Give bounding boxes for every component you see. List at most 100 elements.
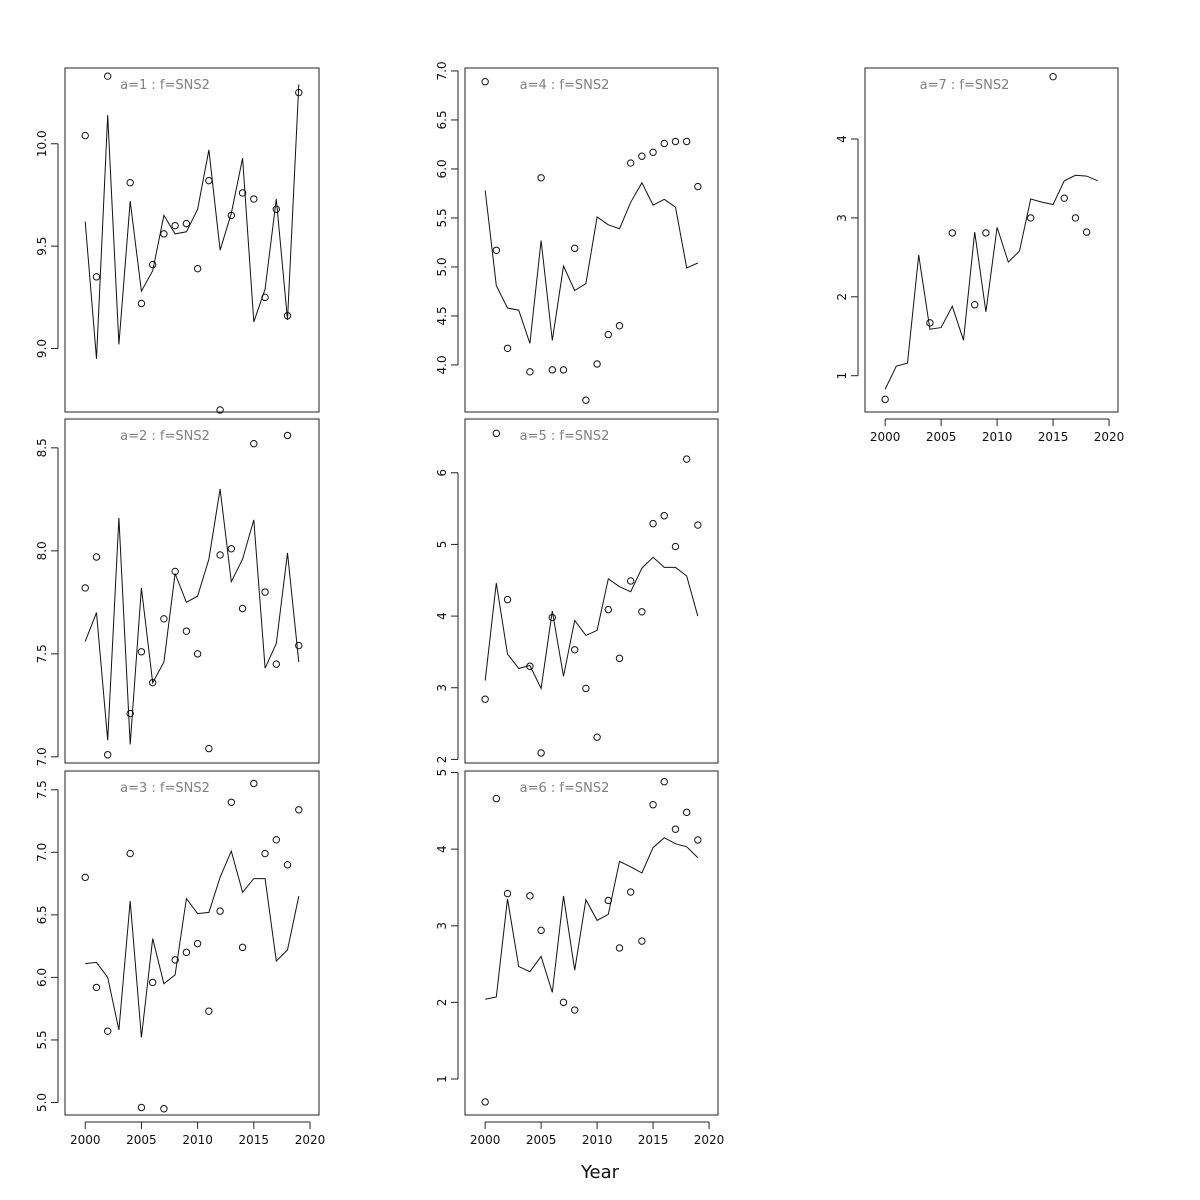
panel-frame xyxy=(64,67,320,413)
observed-point xyxy=(638,608,646,616)
observed-point xyxy=(171,956,179,964)
observed-point xyxy=(1082,228,1091,236)
y-tick-label: 7.5 xyxy=(35,780,49,799)
observed-point xyxy=(604,330,612,339)
observed-point xyxy=(160,1105,168,1113)
observed-point xyxy=(1049,72,1057,81)
observed-point xyxy=(660,778,668,786)
observed-point xyxy=(559,366,568,374)
y-tick-label: 3 xyxy=(835,214,849,222)
observed-point xyxy=(548,366,557,374)
observed-point xyxy=(503,595,512,604)
panel-frame xyxy=(464,770,719,1116)
observed-point xyxy=(682,808,691,817)
panel-title: a=2 : f=SNS2 xyxy=(120,429,210,444)
observed-point xyxy=(492,246,501,254)
x-tick-label: 2010 xyxy=(582,1133,613,1147)
x-tick-label: 2010 xyxy=(182,1133,213,1147)
observed-point xyxy=(604,605,612,614)
observed-point xyxy=(971,300,979,309)
observed-point xyxy=(81,584,89,592)
x-tick-label: 2015 xyxy=(638,1133,669,1147)
observed-point xyxy=(660,139,668,148)
fitted-line xyxy=(884,174,1098,390)
observed-point xyxy=(182,948,191,957)
observed-point xyxy=(1026,214,1035,222)
observed-point xyxy=(626,159,635,167)
observed-point xyxy=(137,1103,146,1112)
observed-point xyxy=(682,137,691,146)
observed-point xyxy=(604,896,612,905)
panel-title: a=7 : f=SNS2 xyxy=(920,78,1010,93)
observed-point xyxy=(160,615,168,623)
observed-point xyxy=(104,72,112,80)
observed-point xyxy=(283,312,292,320)
observed-point xyxy=(481,1098,489,1106)
observed-point xyxy=(638,937,646,945)
x-tick-label: 2005 xyxy=(926,430,957,444)
observed-point xyxy=(216,551,224,559)
observed-point xyxy=(193,650,202,658)
observed-point xyxy=(926,319,934,327)
y-tick-label: 7.0 xyxy=(435,61,449,80)
observed-point xyxy=(548,613,557,622)
y-tick-label: 6.0 xyxy=(435,159,449,178)
x-tick-label: 2005 xyxy=(126,1133,157,1147)
observed-point xyxy=(593,360,601,368)
observed-point xyxy=(660,512,668,520)
observed-point xyxy=(571,1006,579,1014)
panel-5: 2 3 4 5 6 a=5 : f=SNS2 xyxy=(435,418,719,764)
observed-point xyxy=(193,939,202,948)
observed-point xyxy=(160,230,168,238)
y-tick-label: 5.0 xyxy=(435,257,449,276)
panels-group: 9.0 9.5 10.0 a=1 : f=SNS2 7.0 7.5 8.0 8.5 a=2 : … xyxy=(35,61,1124,1147)
observed-point xyxy=(295,806,303,814)
panel-1: 9.0 9.5 10.0 a=1 : f=SNS2 xyxy=(35,67,320,414)
panel-title: a=6 : f=SNS2 xyxy=(520,781,610,796)
observed-point xyxy=(148,978,157,987)
y-tick-label: 5 xyxy=(435,541,449,549)
observed-point xyxy=(537,926,545,935)
observed-point xyxy=(481,695,489,703)
y-tick-label: 2 xyxy=(435,756,449,764)
fitted-line xyxy=(484,556,699,691)
y-tick-label: 4 xyxy=(835,135,849,143)
x-axis-title: Year xyxy=(580,1162,620,1183)
y-tick-label: 6 xyxy=(435,469,449,477)
observed-point xyxy=(626,577,635,585)
y-tick-label: 5 xyxy=(435,769,449,777)
observed-point xyxy=(948,229,957,237)
observed-point xyxy=(182,219,191,228)
observed-point xyxy=(593,733,601,741)
observed-point xyxy=(492,794,501,803)
observed-point xyxy=(272,660,280,668)
observed-point xyxy=(238,189,247,197)
observed-point xyxy=(250,195,258,203)
fitted-line xyxy=(84,84,300,359)
observed-point xyxy=(261,588,269,596)
x-tick-label: 2000 xyxy=(470,1133,501,1147)
observed-point xyxy=(537,174,545,182)
panel-frame xyxy=(464,418,719,764)
observed-point xyxy=(503,889,512,898)
y-tick-label: 6.5 xyxy=(435,110,449,129)
observed-point xyxy=(481,78,489,86)
observed-point xyxy=(1071,214,1080,222)
observed-point xyxy=(571,244,579,253)
observed-point xyxy=(272,836,280,844)
observed-point xyxy=(238,604,247,613)
observed-point xyxy=(559,998,568,1007)
observed-point xyxy=(205,1007,213,1015)
observed-point xyxy=(227,545,236,553)
observed-point xyxy=(227,798,236,806)
x-tick-label: 2020 xyxy=(694,1133,725,1147)
observed-point xyxy=(148,678,157,687)
y-tick-label: 3 xyxy=(435,684,449,692)
panel-frame xyxy=(64,770,320,1116)
fitted-line xyxy=(85,849,300,1038)
observed-point xyxy=(503,344,512,352)
panel-title: a=4 : f=SNS2 xyxy=(520,78,610,93)
observed-point xyxy=(81,873,89,882)
observed-point xyxy=(137,648,146,656)
y-tick-label: 9.5 xyxy=(35,237,49,256)
